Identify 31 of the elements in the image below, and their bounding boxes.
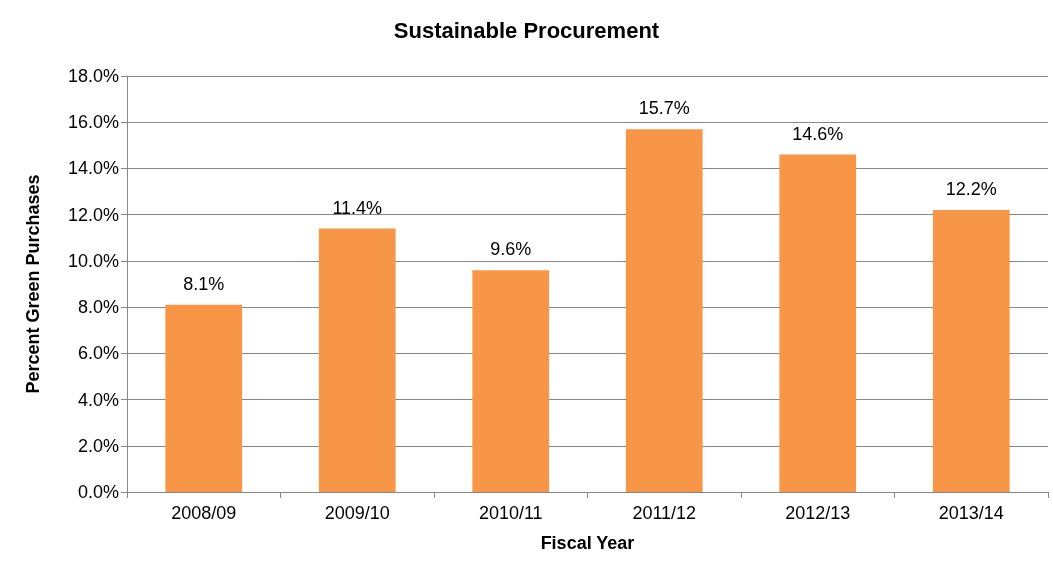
x-tick-label: 2008/09 [171,503,237,523]
x-tick-label: 2009/10 [324,503,390,523]
chart-title: Sustainable Procurement [393,17,660,43]
x-axis-title: Fiscal Year [540,533,635,553]
y-tick-label: 8.0% [77,297,119,318]
y-tick-label: 4.0% [77,389,119,410]
x-tick-label: 2013/14 [938,503,1004,523]
y-axis-title: Percent Green Purchases [23,174,43,394]
y-tick-label: 18.0% [67,66,119,86]
bar [165,304,243,492]
x-tick-label: 2010/11 [478,503,543,523]
data-label: 14.6% [792,123,844,144]
bar [932,210,1010,492]
bar [779,154,857,492]
data-label: 9.6% [490,239,532,260]
x-tick-label: 2012/13 [785,503,851,523]
y-tick-label: 14.0% [67,158,119,179]
data-label: 11.4% [332,197,383,218]
y-tick-label: 10.0% [67,250,119,271]
bar [472,270,550,492]
bar [625,129,703,492]
bar [318,228,396,492]
data-label: 15.7% [638,98,690,119]
y-tick-label: 2.0% [77,435,119,456]
y-tick-label: 6.0% [77,343,119,364]
x-tick-label: 2011/12 [632,503,697,523]
data-label: 12.2% [945,179,997,200]
y-tick-label: 16.0% [67,112,119,133]
y-tick-label: 12.0% [67,204,119,225]
data-label: 8.1% [183,273,225,294]
y-tick-label: 0.0% [77,482,119,502]
